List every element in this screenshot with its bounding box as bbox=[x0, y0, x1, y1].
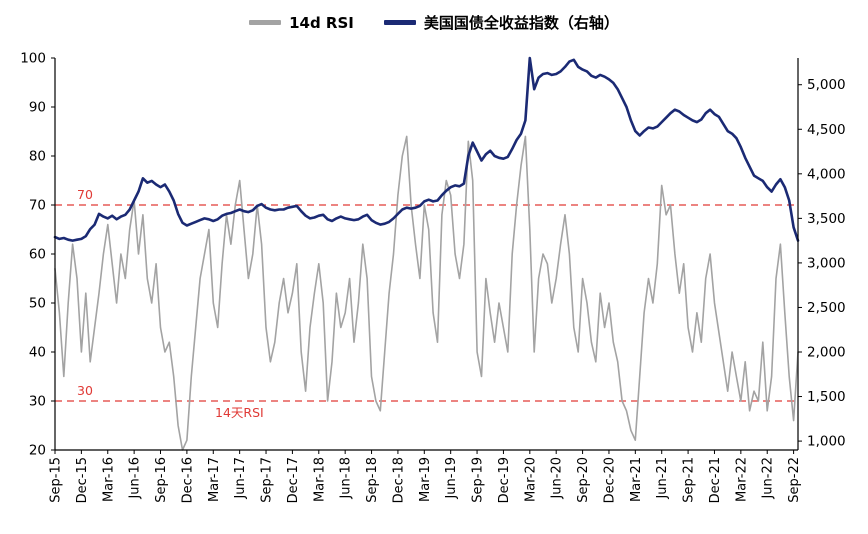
x-axis-tick-label: Dec-19 bbox=[497, 457, 512, 503]
x-axis-tick-label: Mar-22 bbox=[734, 457, 749, 502]
left-axis-tick-label: 60 bbox=[29, 247, 46, 263]
x-axis-tick-label: Mar-20 bbox=[523, 457, 538, 502]
rsi-threshold-label-70: 70 bbox=[77, 187, 93, 202]
x-axis-tick-label: Dec-17 bbox=[286, 457, 301, 503]
legend-label-rsi: 14d RSI bbox=[289, 13, 354, 32]
rsi-threshold-label-30: 30 bbox=[77, 383, 93, 398]
x-axis-tick-label: Sep-18 bbox=[365, 457, 380, 503]
right-axis-tick-label: 2,500 bbox=[807, 300, 846, 316]
left-axis-tick-label: 20 bbox=[29, 443, 46, 459]
rsi-series-line bbox=[54, 135, 799, 451]
x-axis-tick-label: Sep-17 bbox=[260, 457, 275, 503]
right-axis-tick-label: 4,500 bbox=[807, 122, 846, 138]
x-axis-tick-label: Mar-17 bbox=[207, 457, 222, 502]
x-axis-tick-label: Dec-20 bbox=[602, 457, 617, 503]
x-axis-tick-label: Jun-19 bbox=[444, 457, 459, 500]
treasury-index-line-swatch bbox=[383, 20, 416, 25]
right-axis-tick-label: 4,000 bbox=[807, 166, 846, 182]
x-axis-tick-label: Sep-19 bbox=[471, 457, 486, 503]
left-axis-tick-label: 50 bbox=[29, 296, 46, 312]
x-axis-tick-label: Sep-15 bbox=[49, 457, 64, 503]
right-axis-tick-label: 5,000 bbox=[807, 77, 846, 93]
x-axis-tick-label: Jun-22 bbox=[761, 457, 776, 500]
x-axis-tick-label: Jun-20 bbox=[550, 457, 565, 500]
x-axis-tick-label: Dec-16 bbox=[180, 457, 195, 503]
left-axis-tick-label: 40 bbox=[29, 345, 46, 361]
treasury-index-series-line bbox=[53, 56, 800, 242]
x-axis-tick-label: Jun-17 bbox=[233, 457, 248, 500]
x-axis-tick-label: Dec-15 bbox=[75, 457, 90, 503]
left-axis-tick-label: 30 bbox=[29, 394, 46, 410]
legend-label-treasury-index: 美国国债全收益指数（右轴） bbox=[423, 14, 619, 32]
x-axis-tick-label: Jun-18 bbox=[339, 457, 354, 500]
left-axis-tick-label: 90 bbox=[29, 100, 46, 116]
chart-legend: 14d RSI 美国国债全收益指数（右轴） bbox=[0, 12, 868, 33]
rsi-annotation-label: 14天RSI bbox=[215, 405, 264, 420]
legend-item-treasury-index: 美国国债全收益指数（右轴） bbox=[383, 12, 619, 33]
right-axis-tick-label: 1,000 bbox=[807, 434, 846, 450]
x-axis-tick-label: Sep-16 bbox=[154, 457, 169, 503]
right-axis-tick-label: 3,500 bbox=[807, 211, 846, 227]
legend-item-rsi: 14d RSI bbox=[249, 14, 354, 32]
x-axis-tick-label: Sep-20 bbox=[576, 457, 591, 503]
x-axis-tick-label: Jun-21 bbox=[655, 457, 670, 500]
x-axis-tick-label: Mar-19 bbox=[418, 457, 433, 502]
x-axis-tick-label: Mar-18 bbox=[312, 457, 327, 502]
x-axis-tick-label: Sep-22 bbox=[787, 457, 802, 503]
right-axis-tick-label: 2,000 bbox=[807, 345, 846, 361]
x-axis-tick-label: Jun-16 bbox=[128, 457, 143, 500]
x-axis-tick-label: Mar-21 bbox=[629, 457, 644, 502]
rsi-line-swatch bbox=[249, 20, 282, 25]
x-axis-tick-label: Mar-16 bbox=[101, 457, 116, 502]
left-axis-tick-label: 100 bbox=[20, 51, 46, 67]
right-axis-tick-label: 3,000 bbox=[807, 255, 846, 271]
x-axis-tick-label: Dec-21 bbox=[708, 457, 723, 503]
left-axis-tick-label: 70 bbox=[29, 198, 46, 214]
left-axis-tick-label: 80 bbox=[29, 149, 46, 165]
x-axis-tick-label: Dec-18 bbox=[391, 457, 406, 503]
x-axis-tick-label: Sep-21 bbox=[682, 457, 697, 503]
right-axis-tick-label: 1,500 bbox=[807, 389, 846, 405]
